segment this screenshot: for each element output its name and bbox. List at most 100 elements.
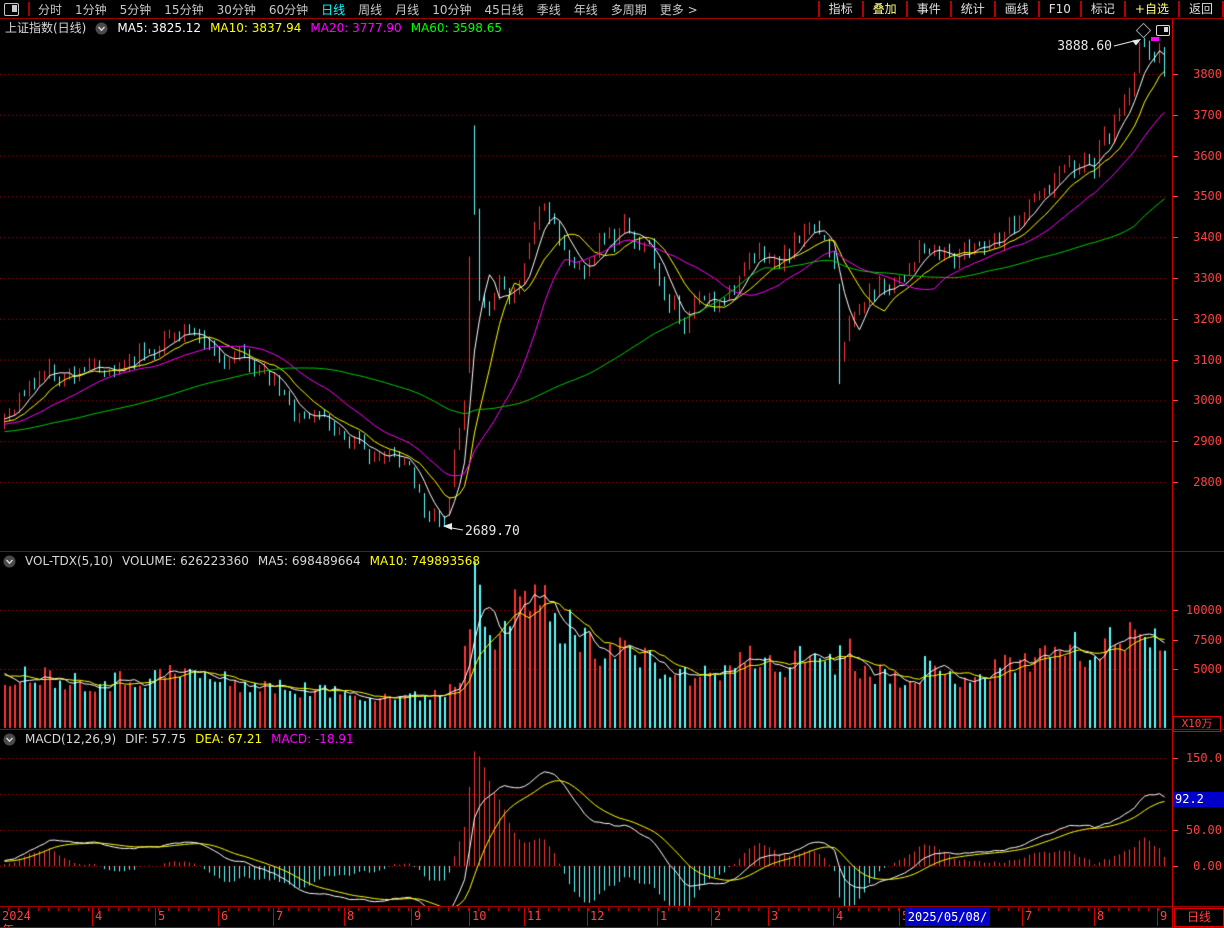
time-minor-tick xyxy=(278,908,279,911)
month-label: 2024年 xyxy=(2,909,31,928)
time-minor-tick xyxy=(838,908,839,911)
month-separator xyxy=(273,908,274,926)
pane-separator[interactable] xyxy=(0,729,1224,730)
time-minor-tick xyxy=(798,908,799,911)
collapse-chevron-icon[interactable] xyxy=(95,22,108,35)
volume-tick-mark xyxy=(1173,639,1178,641)
pane-separator[interactable] xyxy=(0,551,1224,552)
time-minor-tick xyxy=(788,908,789,911)
time-minor-tick xyxy=(518,908,519,911)
month-label: 9 xyxy=(1160,909,1168,923)
period-tab-15分钟[interactable]: 15分钟 xyxy=(164,2,204,17)
collapse-chevron-icon[interactable] xyxy=(3,733,16,746)
month-label: 4 xyxy=(95,909,103,923)
dea-value-label: DEA: 67.21 xyxy=(195,732,263,746)
time-minor-tick xyxy=(158,908,159,911)
macd-tick-label: 0.00 xyxy=(1193,859,1222,873)
time-minor-tick xyxy=(658,908,659,911)
period-tab-周线[interactable]: 周线 xyxy=(358,2,383,17)
volume-tick-label: 10000 xyxy=(1185,603,1222,617)
month-label: 10 xyxy=(472,909,487,923)
tool-button-事件[interactable]: 事件 xyxy=(905,1,950,17)
time-minor-tick xyxy=(728,908,729,911)
month-separator xyxy=(411,908,412,926)
time-minor-tick xyxy=(1048,908,1049,911)
tool-button-指标[interactable]: 指标 xyxy=(817,1,862,17)
period-tab-更多 >[interactable]: 更多 > xyxy=(659,2,698,17)
period-tab-1分钟[interactable]: 1分钟 xyxy=(75,2,107,17)
macd-tick-mark xyxy=(1173,830,1178,831)
time-minor-tick xyxy=(628,908,629,911)
period-tab-60分钟[interactable]: 60分钟 xyxy=(268,2,309,17)
time-minor-tick xyxy=(88,908,89,911)
time-minor-tick xyxy=(1088,908,1089,911)
price-tick-label: 3600 xyxy=(1193,148,1222,163)
period-tab-年线[interactable]: 年线 xyxy=(573,2,598,17)
volume-unit-box: X10万 xyxy=(1173,716,1221,732)
time-minor-tick xyxy=(568,908,569,911)
macd-tick-label: 150.0 xyxy=(1185,751,1222,765)
tool-button-画线[interactable]: 画线 xyxy=(993,1,1038,17)
collapse-chevron-icon[interactable] xyxy=(3,555,16,568)
time-minor-tick xyxy=(818,908,819,911)
time-minor-tick xyxy=(1128,908,1129,911)
time-minor-tick xyxy=(388,908,389,911)
time-minor-tick xyxy=(558,908,559,911)
time-minor-tick xyxy=(78,908,79,911)
time-minor-tick xyxy=(548,908,549,911)
crosshair-date-box: 2025/05/08/四 xyxy=(905,908,990,926)
month-separator xyxy=(1157,908,1158,926)
tool-button-统计[interactable]: 统计 xyxy=(949,1,994,17)
time-minor-tick xyxy=(898,908,899,911)
time-minor-tick xyxy=(318,908,319,911)
time-minor-tick xyxy=(68,908,69,911)
time-minor-tick xyxy=(378,908,379,911)
last-price-marker xyxy=(1151,37,1159,41)
time-minor-tick xyxy=(28,908,29,911)
time-minor-tick xyxy=(878,908,879,911)
price-tick-mark xyxy=(1173,114,1178,116)
tool-button-标记[interactable]: 标记 xyxy=(1079,1,1124,17)
tool-button-叠加[interactable]: 叠加 xyxy=(861,1,906,17)
chart-canvas[interactable] xyxy=(0,19,1168,907)
tool-button-+自选[interactable]: +自选 xyxy=(1123,1,1178,17)
volume-tick-label: 5000 xyxy=(1193,662,1222,676)
time-minor-tick xyxy=(328,908,329,911)
time-minor-tick xyxy=(478,908,479,911)
pane-separator xyxy=(0,906,1224,907)
volume-pane-title-row: VOL-TDX(5,10) VOLUME: 626223360 MA5: 698… xyxy=(3,553,480,569)
time-minor-tick xyxy=(238,908,239,911)
ma10-value-label: MA10: 3837.94 xyxy=(210,21,302,35)
month-label: 7 xyxy=(276,909,284,923)
panel-toggle-icon[interactable] xyxy=(4,2,19,16)
time-minor-tick xyxy=(758,908,759,911)
tool-button-返回[interactable]: 返回 xyxy=(1177,1,1224,17)
period-tab-30分钟[interactable]: 30分钟 xyxy=(216,2,256,17)
period-tab-分时[interactable]: 分时 xyxy=(38,2,63,17)
time-minor-tick xyxy=(598,908,599,911)
time-minor-tick xyxy=(198,908,199,911)
month-separator xyxy=(1094,908,1095,926)
time-minor-tick xyxy=(1158,908,1159,911)
time-minor-tick xyxy=(1118,908,1119,911)
period-tab-5分钟[interactable]: 5分钟 xyxy=(119,2,152,17)
period-tab-多周期[interactable]: 多周期 xyxy=(610,2,647,17)
period-tab-季线[interactable]: 季线 xyxy=(536,2,561,17)
period-tab-10分钟[interactable]: 10分钟 xyxy=(432,2,472,17)
time-minor-tick xyxy=(538,908,539,911)
period-tab-月线[interactable]: 月线 xyxy=(395,2,420,17)
time-minor-tick xyxy=(188,908,189,911)
macd-tick-mark xyxy=(1173,758,1178,759)
time-minor-tick xyxy=(148,908,149,911)
price-tick-mark xyxy=(1173,441,1178,443)
tool-button-F10[interactable]: F10 xyxy=(1037,1,1080,17)
time-minor-tick xyxy=(308,908,309,911)
time-minor-tick xyxy=(748,908,749,911)
month-label: 7 xyxy=(1025,909,1033,923)
time-minor-tick xyxy=(698,908,699,911)
split-window-icon[interactable] xyxy=(1156,25,1170,36)
period-tab-日线[interactable]: 日线 xyxy=(321,2,346,17)
time-minor-tick xyxy=(888,908,889,911)
period-tab-45日线[interactable]: 45日线 xyxy=(484,2,524,17)
time-minor-tick xyxy=(218,908,219,911)
